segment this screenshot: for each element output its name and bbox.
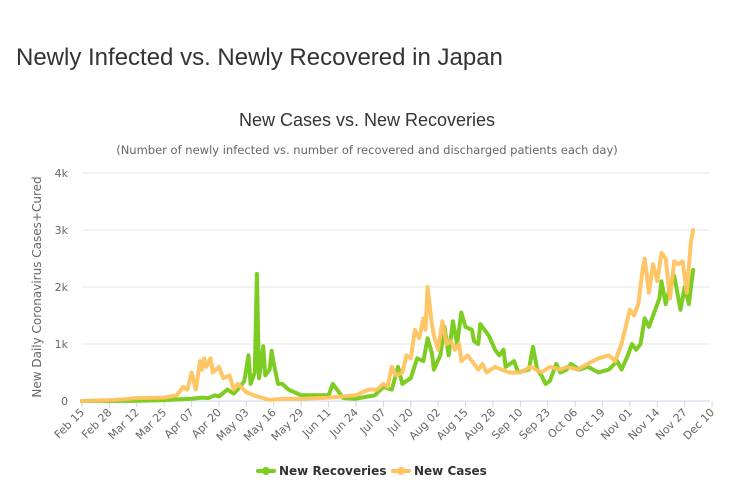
y-tick-label: 4k	[55, 167, 69, 180]
x-tick-label: Jun 24	[327, 406, 361, 440]
chart-subtitle: (Number of newly infected vs. number of …	[116, 143, 618, 157]
x-tick-label: Jun 11	[299, 406, 333, 440]
y-axis: 0 1k 2k 3k 4k	[55, 167, 69, 408]
x-tick-label: Apr 07	[162, 406, 197, 441]
plot-area	[80, 228, 696, 403]
y-tick-label: 2k	[55, 281, 69, 294]
legend-label: New Cases	[414, 464, 487, 478]
y-axis-title: New Daily Coronavirus Cases+Cured	[30, 176, 44, 397]
y-tick-label: 0	[61, 395, 68, 408]
chart-title: New Cases vs. New Recoveries	[239, 110, 495, 130]
legend-marker	[262, 467, 270, 475]
legend-item-new-recoveries[interactable]: New Recoveries	[256, 464, 386, 478]
series-line-new-recoveries	[80, 267, 696, 403]
legend: New Recoveries New Cases	[256, 464, 487, 478]
x-tick-label: Jul 07	[357, 406, 389, 438]
x-tick-label: Mar 25	[133, 406, 169, 442]
y-tick-label: 1k	[55, 338, 69, 351]
page-title: Newly Infected vs. Newly Recovered in Ja…	[16, 44, 503, 71]
y-tick-label: 3k	[55, 224, 69, 237]
series-line-new-cases	[80, 228, 696, 403]
legend-label: New Recoveries	[279, 464, 386, 478]
x-tick-label: Sep 23	[517, 406, 553, 442]
legend-item-new-cases[interactable]: New Cases	[391, 464, 487, 478]
chart-grid	[82, 172, 710, 402]
legend-marker	[397, 467, 405, 475]
x-tick-label: Oct 06	[545, 406, 580, 441]
